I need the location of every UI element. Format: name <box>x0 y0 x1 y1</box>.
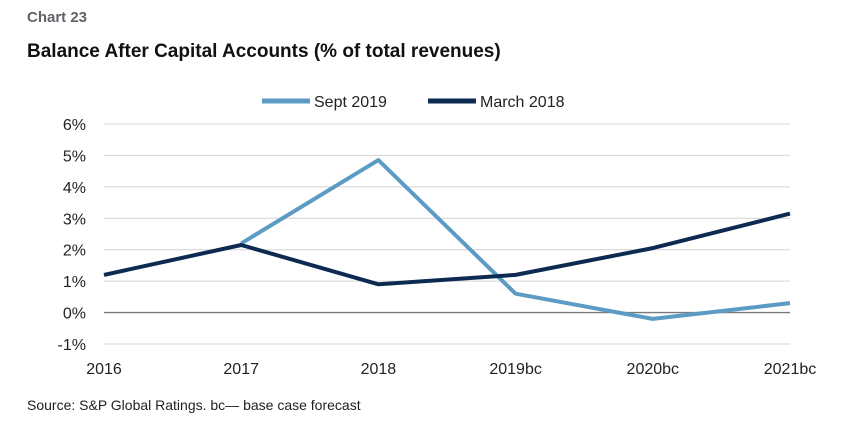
x-tick-label: 2017 <box>223 361 259 378</box>
x-tick-label: 2019bc <box>489 361 542 378</box>
x-tick-label: 2016 <box>86 361 122 378</box>
series-line-sept-2019 <box>240 158 791 321</box>
gridlines <box>104 123 790 345</box>
y-tick-label: 5% <box>63 148 86 165</box>
x-tick-label: 2018 <box>361 361 397 378</box>
y-tick-label: 6% <box>63 117 86 134</box>
y-tick-label: 3% <box>63 211 86 228</box>
legend-label: Sept 2019 <box>314 94 387 111</box>
chart-label: Chart 23 <box>27 9 88 26</box>
series-line-march-2018 <box>103 211 791 287</box>
x-tick-label: 2021bc <box>764 361 817 378</box>
y-tick-label: -1% <box>58 337 86 354</box>
x-axis-ticks: 2016 2017 2018 2019bc 2020bc 2021bc <box>86 361 816 378</box>
x-tick-label: 2020bc <box>627 361 680 378</box>
legend-label: March 2018 <box>480 94 565 111</box>
source-note: Source: S&P Global Ratings. bc— base cas… <box>27 397 361 413</box>
legend: Sept 2019 March 2018 <box>262 94 565 111</box>
y-tick-label: 2% <box>63 243 86 260</box>
y-tick-label: 4% <box>63 180 86 197</box>
y-tick-label: 1% <box>63 274 86 291</box>
chart-title: Balance After Capital Accounts (% of tot… <box>27 41 501 62</box>
series-lines <box>103 158 791 321</box>
y-axis-ticks: -1% 0% 1% 2% 3% 4% 5% 6% <box>58 117 86 354</box>
y-tick-label: 0% <box>63 306 86 323</box>
